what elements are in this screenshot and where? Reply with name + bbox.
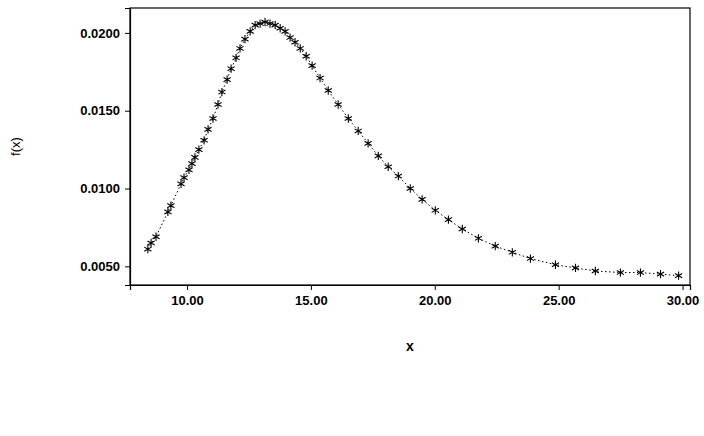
y-axis-tick: 0.0200 — [80, 26, 130, 41]
point — [309, 61, 316, 69]
point — [152, 233, 159, 241]
point — [214, 100, 221, 108]
point — [297, 44, 304, 52]
point — [385, 163, 392, 171]
y-axis-tick-mark — [125, 189, 130, 190]
point — [167, 201, 174, 209]
point — [335, 100, 342, 108]
point — [316, 74, 323, 82]
point — [200, 136, 207, 144]
x-axis-tick: 30.00 — [667, 285, 700, 308]
point — [657, 270, 664, 278]
y-axis-line — [125, 9, 131, 286]
point — [191, 153, 198, 161]
point — [236, 44, 243, 52]
point — [572, 264, 579, 272]
y-axis-tick-label: 0.0150 — [80, 103, 120, 118]
point — [592, 267, 599, 275]
x-axis: 10.00 15.00 20.00 25.00 30.00 — [131, 285, 700, 308]
x-axis-tick: 10.00 — [171, 285, 204, 308]
x-axis-tick: 25.00 — [543, 285, 576, 308]
point — [241, 35, 248, 43]
point — [419, 195, 426, 203]
plot-area — [144, 18, 682, 280]
point — [303, 52, 310, 60]
point — [527, 254, 534, 262]
x-axis-tick: 15.00 — [295, 285, 328, 308]
y-axis-tick: 0.0050 — [80, 259, 130, 274]
x-axis-tick-mark — [559, 285, 560, 290]
point — [365, 139, 372, 147]
y-axis: 0.0050 0.0100 0.0150 0.0200 — [80, 9, 130, 286]
y-axis-tick-label: 0.0200 — [80, 26, 120, 41]
point — [147, 239, 154, 247]
point — [617, 268, 624, 276]
point — [209, 114, 216, 122]
y-axis-tick-mark — [125, 111, 130, 112]
point — [224, 75, 231, 83]
y-axis-tick-label: 0.0100 — [80, 181, 120, 196]
point — [675, 272, 682, 280]
point — [375, 152, 382, 160]
point — [637, 268, 644, 276]
x-axis-tick-label: 20.00 — [419, 293, 452, 308]
point — [355, 127, 362, 135]
point — [552, 261, 559, 269]
point — [432, 206, 439, 214]
point — [195, 145, 202, 153]
point — [144, 245, 151, 253]
plot-frame — [130, 8, 690, 285]
point — [282, 27, 289, 35]
y-axis-tick-mark — [125, 266, 130, 267]
point — [218, 88, 225, 96]
point — [232, 54, 239, 62]
point — [395, 172, 402, 180]
x-axis-tick-label: 25.00 — [543, 293, 576, 308]
point — [407, 184, 414, 192]
y-axis-tick: 0.0150 — [80, 103, 130, 118]
point — [247, 27, 254, 35]
x-axis-tick-label: 15.00 — [295, 293, 328, 308]
point — [445, 215, 452, 223]
point — [277, 24, 284, 32]
point — [204, 125, 211, 133]
point — [272, 21, 279, 29]
point — [291, 38, 298, 46]
y-axis-tick-label: 0.0050 — [80, 259, 120, 274]
x-axis-tick-mark — [187, 285, 188, 290]
point — [228, 65, 235, 73]
curve — [148, 22, 679, 276]
point — [459, 225, 466, 233]
point — [475, 234, 482, 242]
point — [509, 248, 516, 256]
point — [325, 86, 332, 94]
point — [180, 173, 187, 181]
x-axis-tick-mark — [435, 285, 436, 290]
x-axis-tick: 20.00 — [419, 285, 452, 308]
x-axis-line — [131, 286, 691, 291]
point — [345, 114, 352, 122]
y-axis-tick: 0.0100 — [80, 181, 130, 196]
x-axis-tick-label: 30.00 — [667, 293, 700, 308]
point — [492, 242, 499, 250]
x-axis-title: x — [406, 338, 414, 354]
y-axis-title: f(x) — [8, 137, 23, 156]
y-axis-tick-mark — [125, 33, 130, 34]
x-axis-tick-label: 10.00 — [171, 293, 204, 308]
x-axis-tick-mark — [683, 285, 684, 290]
x-axis-tick-mark — [311, 285, 312, 290]
